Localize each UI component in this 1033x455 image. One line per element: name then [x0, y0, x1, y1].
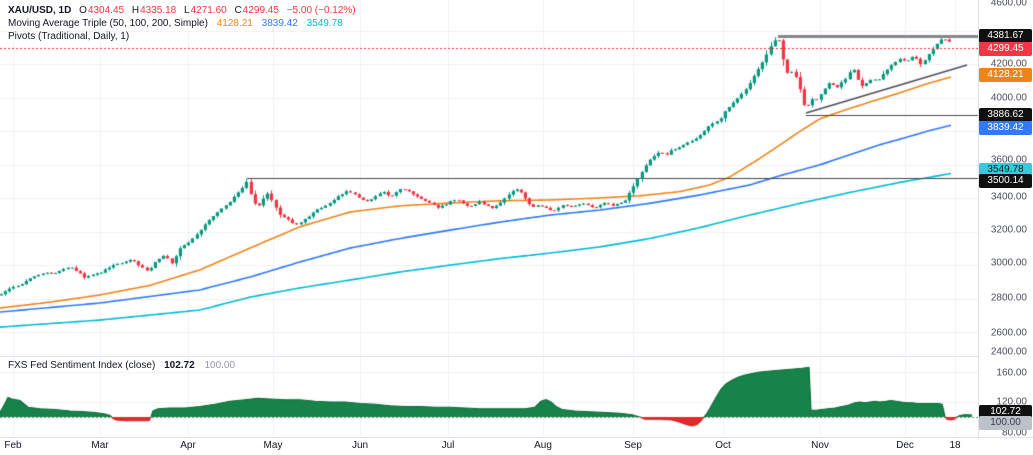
- price-badge: 4299.45: [979, 42, 1032, 56]
- panel-divider[interactable]: [0, 356, 978, 357]
- price-badge: 4128.21: [979, 68, 1032, 82]
- pivots-indicator-row: Pivots (Traditional, Daily, 1): [8, 30, 356, 43]
- high-label: H: [131, 5, 140, 16]
- time-axis-label: Sep: [624, 440, 642, 451]
- time-axis[interactable]: Feb Mar Apr May Jun Jul Aug Sep Oct Nov Dec 18: [0, 438, 1033, 455]
- time-axis-label: 18: [949, 440, 961, 451]
- price-badge: 3886.62: [979, 108, 1032, 122]
- time-axis-label: Jun: [351, 440, 369, 451]
- price-tick-label: 80.00: [1001, 427, 1027, 439]
- price-tick-label: 160.00: [996, 367, 1027, 379]
- time-axis-label: Nov: [811, 440, 829, 451]
- price-axis-border: [978, 0, 979, 437]
- price-tick-label: 2600.00: [990, 327, 1027, 339]
- ma-indicator-row: Moving Average Triple (50, 100, 200, Sim…: [8, 17, 356, 30]
- ma100-value: 3839.42: [261, 18, 298, 29]
- time-axis-label: Dec: [896, 440, 914, 451]
- time-axis-label: Jul: [441, 440, 455, 451]
- low-label: L: [184, 5, 190, 16]
- time-axis-label: Aug: [534, 440, 552, 451]
- time-axis-label: Feb: [4, 440, 22, 451]
- price-tick-label: 4000.00: [990, 92, 1027, 104]
- high-value: 4335.18: [140, 5, 177, 16]
- sentiment-baseline-value: 100.00: [204, 360, 236, 371]
- change-value: −5.00 (−0.12%): [286, 5, 356, 16]
- ma200-value: 3549.78: [306, 18, 343, 29]
- ma-indicator-title[interactable]: Moving Average Triple (50, 100, 200, Sim…: [8, 18, 208, 29]
- price-axis[interactable]: 4600.00 4200.00 4000.00 3600.00 3400.00 3200.…: [978, 0, 1033, 439]
- close-label: C: [234, 5, 242, 16]
- time-axis-border: [0, 437, 1033, 438]
- price-tick-label: 2400.00: [990, 346, 1027, 358]
- main-price-chart-canvas[interactable]: [0, 0, 978, 356]
- pivots-indicator-title[interactable]: Pivots (Traditional, Daily, 1): [8, 31, 130, 42]
- price-tick-label: 3000.00: [990, 257, 1027, 269]
- time-axis-label: Mar: [91, 440, 109, 451]
- price-badge: 3839.42: [979, 121, 1032, 135]
- time-axis-label: Apr: [180, 440, 196, 451]
- price-badge: 3549.78: [979, 163, 1032, 177]
- symbol-title[interactable]: XAU/USD, 1D: [8, 5, 72, 16]
- price-tick-label: 3200.00: [990, 224, 1027, 236]
- symbol-row: XAU/USD, 1D O4304.45 H4335.18 L4271.60 C…: [8, 4, 356, 17]
- chart-legend: XAU/USD, 1D O4304.45 H4335.18 L4271.60 C…: [8, 4, 356, 43]
- low-value: 4271.60: [190, 5, 227, 16]
- sentiment-current-value: 102.72: [164, 360, 195, 371]
- price-tick-label: 3600.00: [990, 154, 1027, 166]
- ma50-value: 4128.21: [216, 18, 253, 29]
- price-badge: 100.00: [979, 416, 1032, 430]
- price-tick-label: 120.00: [996, 396, 1027, 408]
- price-badge: 3500.14: [979, 174, 1032, 188]
- price-tick-label: 2800.00: [990, 292, 1027, 304]
- price-badge: 4381.67: [979, 29, 1032, 43]
- time-axis-label: Oct: [715, 440, 731, 451]
- sentiment-indicator-title[interactable]: FXS Fed Sentiment Index (close): [8, 360, 156, 371]
- sentiment-indicator-canvas[interactable]: [0, 357, 978, 437]
- open-value: 4304.45: [87, 5, 125, 16]
- sentiment-legend: FXS Fed Sentiment Index (close) 102.72 1…: [8, 360, 235, 371]
- price-badge: 102.72: [979, 405, 1032, 419]
- time-axis-label: May: [263, 440, 283, 451]
- price-tick-label: 4600.00: [990, 0, 1027, 9]
- price-tick-label: 3400.00: [990, 191, 1027, 203]
- price-tick-label: 4200.00: [990, 58, 1027, 70]
- open-label: O: [79, 5, 87, 16]
- close-value: 4299.45: [242, 5, 279, 16]
